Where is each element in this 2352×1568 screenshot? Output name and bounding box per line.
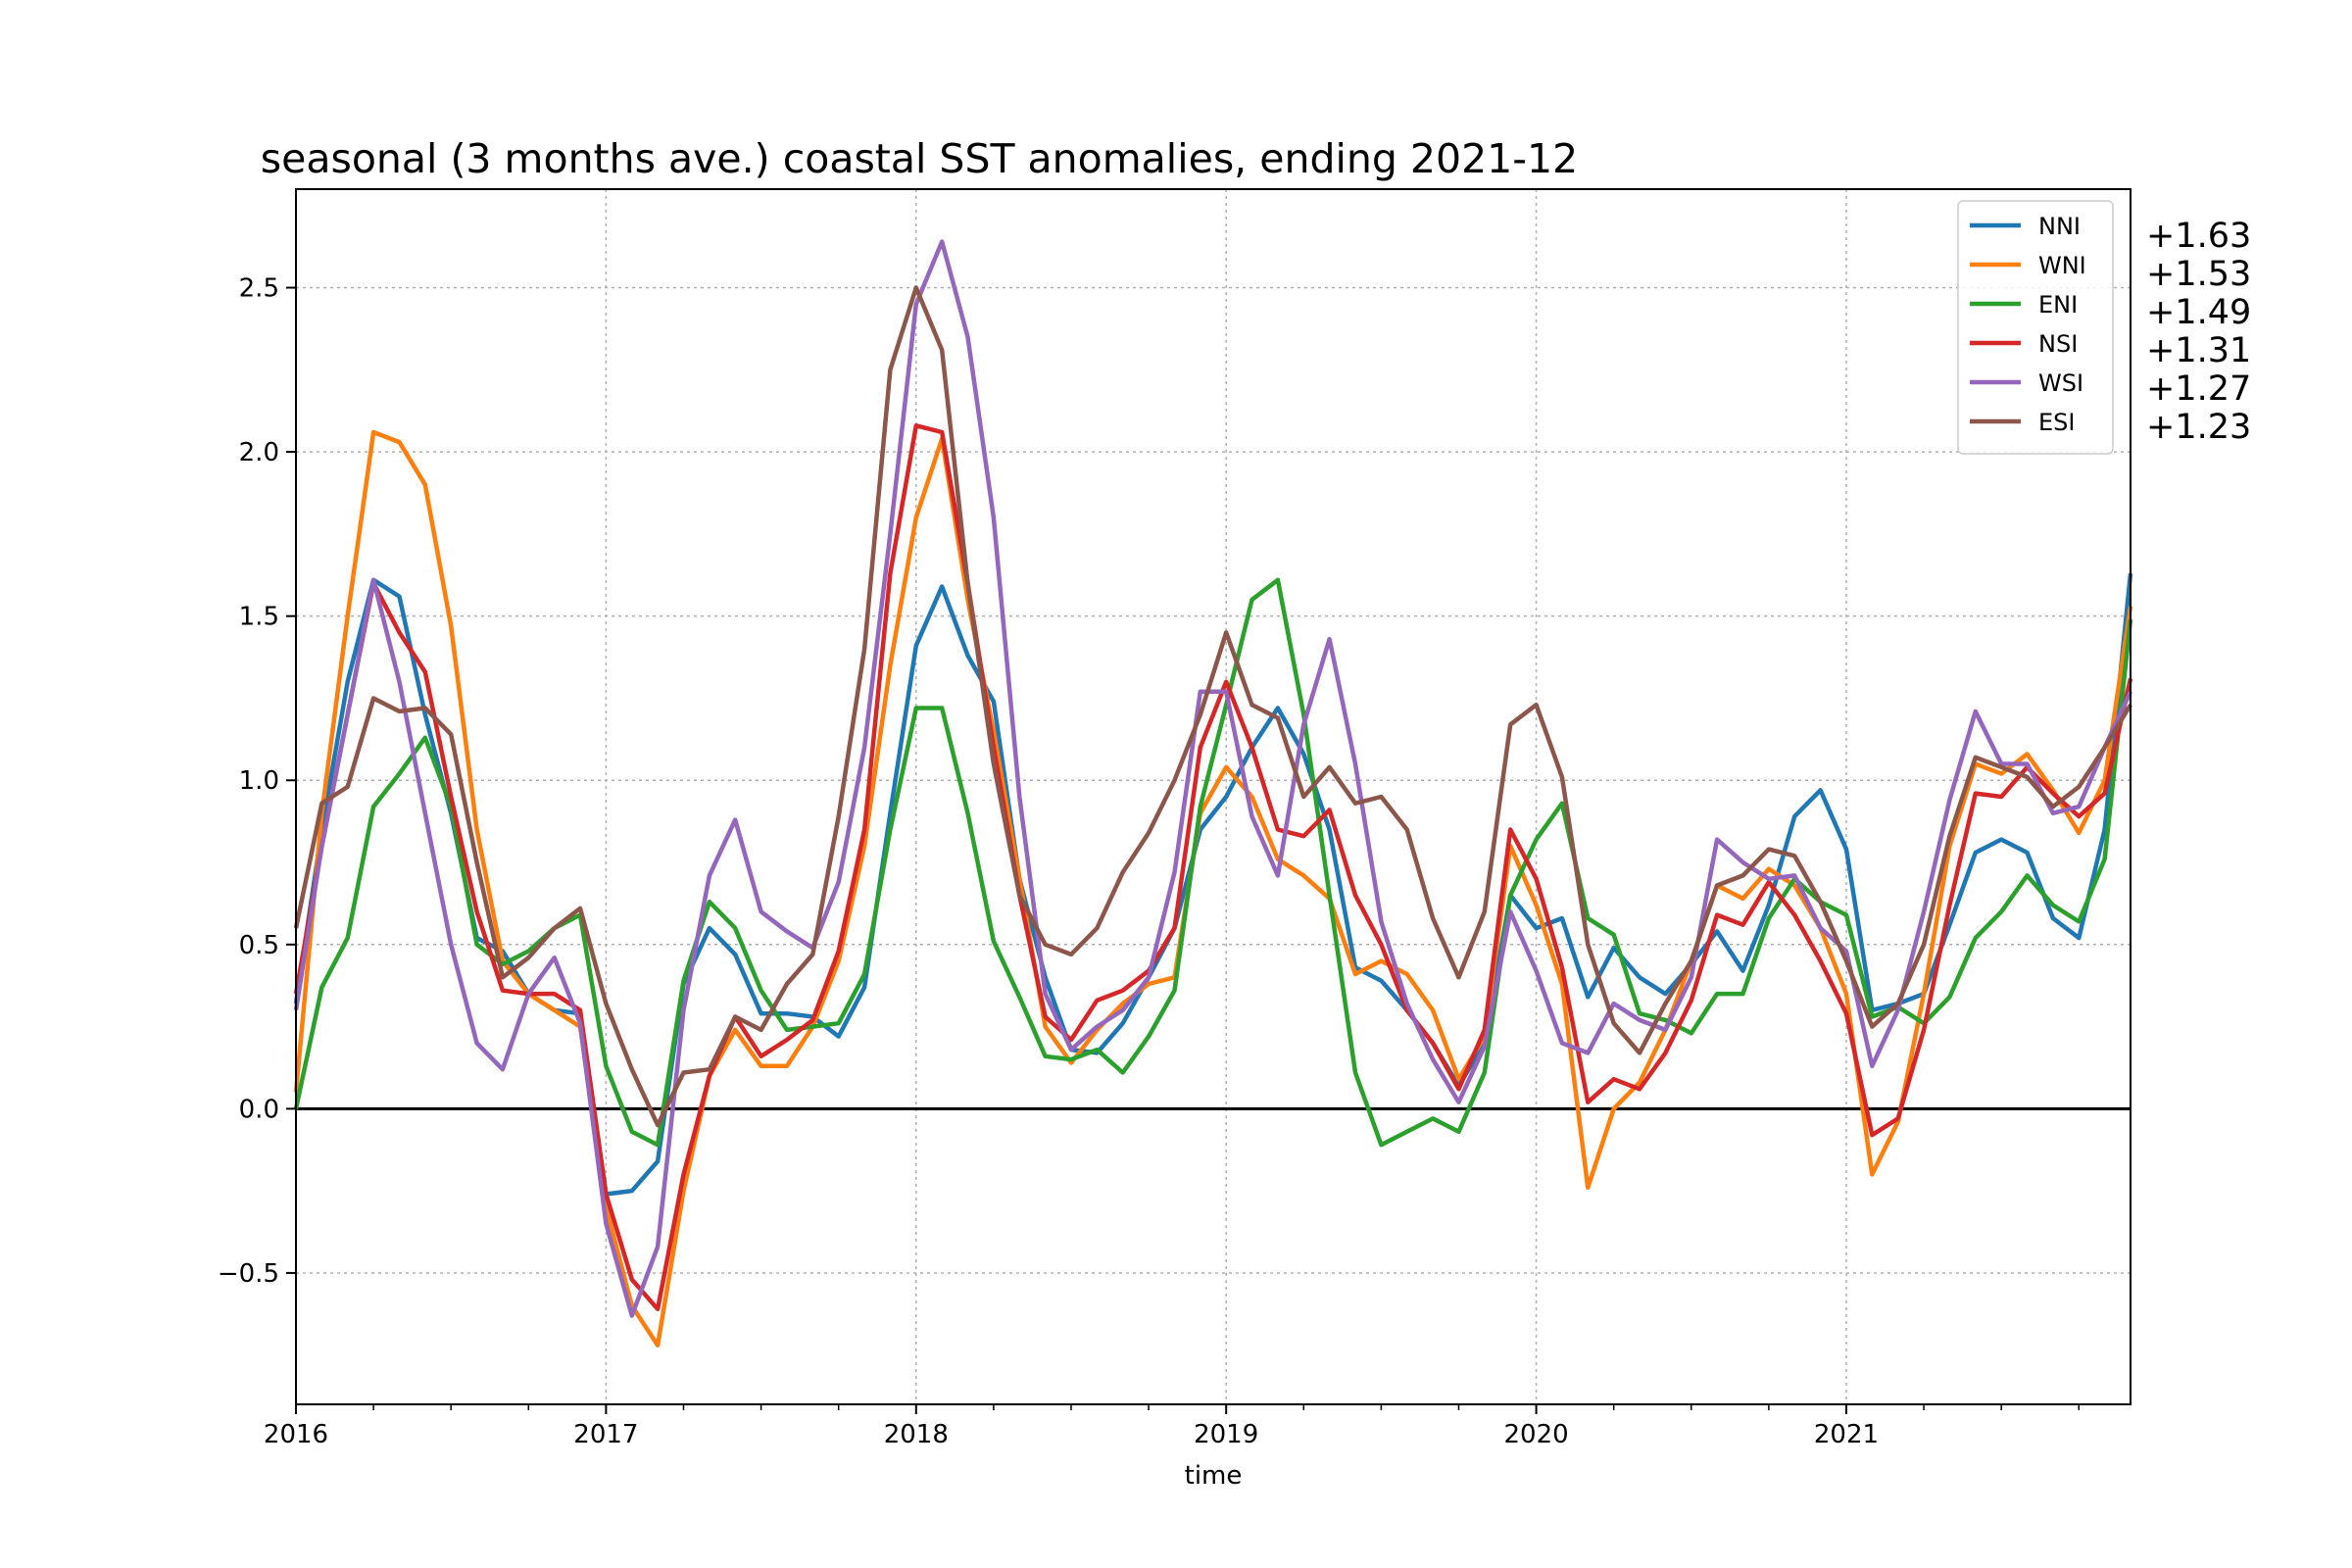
legend-box xyxy=(1957,200,2114,455)
legend: NNI WNI ENI NSI WSI ESI xyxy=(1957,200,2114,455)
x-tick-label: 2020 xyxy=(1503,1420,1568,1449)
legend-label-wsi: WSI xyxy=(2038,369,2083,397)
chart-title: seasonal (3 months ave.) coastal SST ano… xyxy=(261,135,1578,182)
final-value-eni: +1.49 xyxy=(2146,293,2251,332)
series-lines xyxy=(293,239,2133,1348)
plot-frame xyxy=(295,188,2132,1405)
final-value-nni: +1.63 xyxy=(2146,217,2251,256)
legend-label-esi: ESI xyxy=(2038,409,2075,436)
x-tick-label: 2021 xyxy=(1814,1420,1879,1449)
y-tick-label: 0.0 xyxy=(239,1095,279,1124)
y-tick-label: 1.5 xyxy=(239,603,279,632)
x-tick-label: 2017 xyxy=(573,1420,638,1449)
x-tick-label: 2019 xyxy=(1194,1420,1258,1449)
y-tick-label: 1.0 xyxy=(239,766,279,796)
final-value-labels: +1.63+1.53+1.49+1.31+1.27+1.23 xyxy=(2146,217,2251,447)
x-tick-label: 2016 xyxy=(264,1420,328,1449)
legend-label-eni: ENI xyxy=(2038,291,2078,318)
x-axis: 2016 2017 2018 2019 2020 2021 xyxy=(264,1404,2081,1449)
x-tick-label: 2018 xyxy=(884,1420,949,1449)
final-value-wsi: +1.27 xyxy=(2146,369,2251,409)
y-tick-label: −0.5 xyxy=(218,1259,279,1289)
final-value-esi: +1.23 xyxy=(2146,408,2251,447)
series-line-nsi xyxy=(293,423,2133,1312)
y-tick-label: 2.5 xyxy=(239,274,279,304)
legend-label-nsi: NSI xyxy=(2038,330,2078,358)
y-tick-label: 0.5 xyxy=(239,931,279,960)
y-axis: −0.5 0.0 0.5 1.0 1.5 2.0 2.5 xyxy=(218,274,296,1289)
final-value-wni: +1.53 xyxy=(2146,255,2251,294)
legend-label-wni: WNI xyxy=(2038,252,2086,279)
legend-label-nni: NNI xyxy=(2038,213,2081,240)
final-value-nsi: +1.31 xyxy=(2146,331,2251,370)
series-line-wsi xyxy=(293,239,2133,1318)
y-tick-label: 2.0 xyxy=(239,438,279,467)
series-line-esi xyxy=(293,285,2132,1128)
series-line-eni xyxy=(293,577,2133,1148)
x-axis-label: time xyxy=(1185,1461,1243,1491)
